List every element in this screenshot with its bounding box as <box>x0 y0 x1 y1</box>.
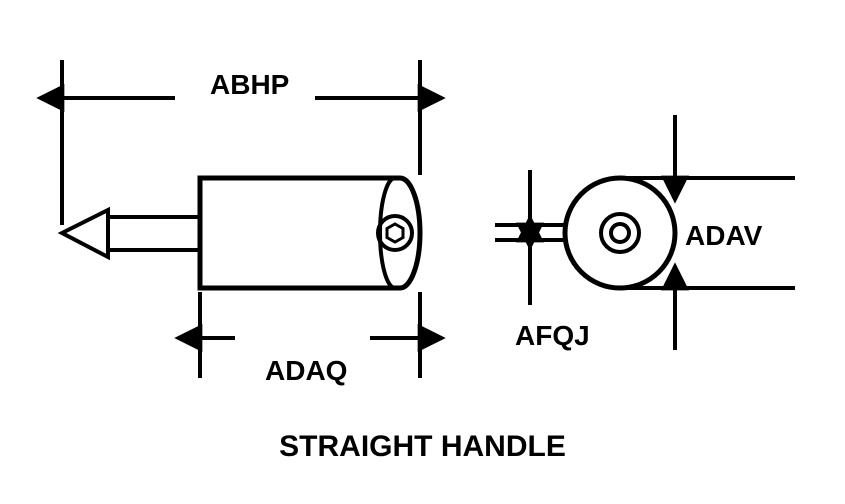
label-adaq: ADAQ <box>265 355 347 387</box>
diagram-canvas: ABHP ADAQ ADAV AFQJ STRAIGHT HANDLE <box>0 0 845 504</box>
label-afqj: AFQJ <box>515 320 590 352</box>
diagram-title: STRAIGHT HANDLE <box>0 430 845 464</box>
label-abhp: ABHP <box>210 69 289 101</box>
side-view <box>62 178 420 288</box>
end-outer-circle <box>565 178 675 288</box>
end-view <box>565 178 675 288</box>
dim-afqj <box>495 170 565 305</box>
shaft <box>108 217 200 250</box>
diagram-svg <box>0 0 845 504</box>
label-adav: ADAV <box>685 220 762 252</box>
tip <box>62 210 108 257</box>
